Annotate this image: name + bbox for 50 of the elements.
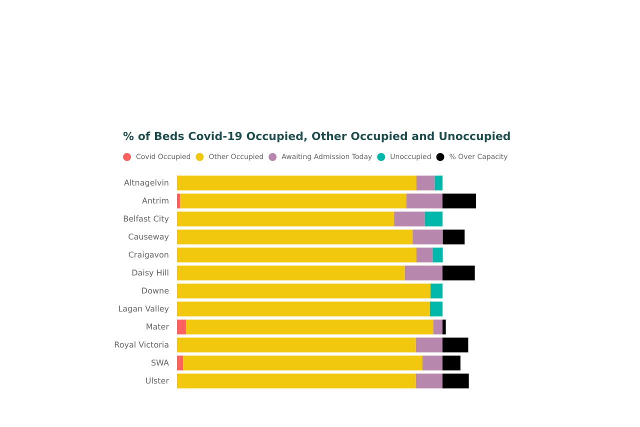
bar bbox=[430, 302, 443, 316]
bar bbox=[177, 230, 413, 244]
y-tick-label: Altnagelvin bbox=[124, 178, 169, 188]
y-tick-label: Craigavon bbox=[128, 250, 169, 260]
bar bbox=[442, 194, 476, 208]
bar bbox=[433, 320, 443, 334]
bar bbox=[180, 194, 406, 208]
bar bbox=[416, 248, 433, 262]
bar bbox=[442, 320, 446, 334]
bar bbox=[177, 248, 416, 262]
bar bbox=[430, 284, 443, 298]
chart-title: % of Beds Covid-19 Occupied, Other Occupied and Unoccupied bbox=[123, 130, 511, 143]
y-tick-label: Royal Victoria bbox=[114, 340, 170, 350]
y-tick-label: Downe bbox=[141, 286, 170, 296]
y-tick-label: Belfast City bbox=[123, 214, 170, 224]
bar bbox=[442, 230, 465, 244]
bar bbox=[442, 374, 469, 388]
bar bbox=[177, 212, 394, 226]
bar bbox=[182, 356, 422, 370]
bar bbox=[394, 212, 425, 226]
bar bbox=[177, 356, 183, 370]
bar bbox=[442, 266, 475, 280]
bar bbox=[177, 284, 431, 298]
y-tick-label: Mater bbox=[146, 322, 170, 332]
bar bbox=[177, 338, 416, 352]
bar bbox=[404, 266, 443, 280]
bar bbox=[424, 212, 443, 226]
bar bbox=[186, 320, 434, 334]
bar bbox=[177, 320, 186, 334]
bar bbox=[177, 266, 405, 280]
bar bbox=[177, 302, 430, 316]
bar bbox=[422, 356, 443, 370]
y-tick-label: Ulster bbox=[145, 376, 170, 386]
y-tick-label: Causeway bbox=[128, 232, 170, 242]
y-tick-label: Lagan Valley bbox=[118, 304, 170, 314]
bar bbox=[442, 338, 468, 352]
bar bbox=[434, 176, 443, 190]
bar bbox=[442, 356, 460, 370]
y-tick-label: SWA bbox=[150, 358, 170, 368]
bar bbox=[416, 176, 435, 190]
bar bbox=[412, 230, 443, 244]
bar bbox=[416, 338, 443, 352]
y-tick-label: Antrim bbox=[142, 196, 170, 206]
bar bbox=[416, 374, 443, 388]
bar bbox=[177, 374, 416, 388]
y-tick-label: Daisy Hill bbox=[132, 268, 169, 278]
bar bbox=[177, 194, 180, 208]
bar bbox=[432, 248, 443, 262]
bar bbox=[406, 194, 443, 208]
bar bbox=[177, 176, 416, 190]
